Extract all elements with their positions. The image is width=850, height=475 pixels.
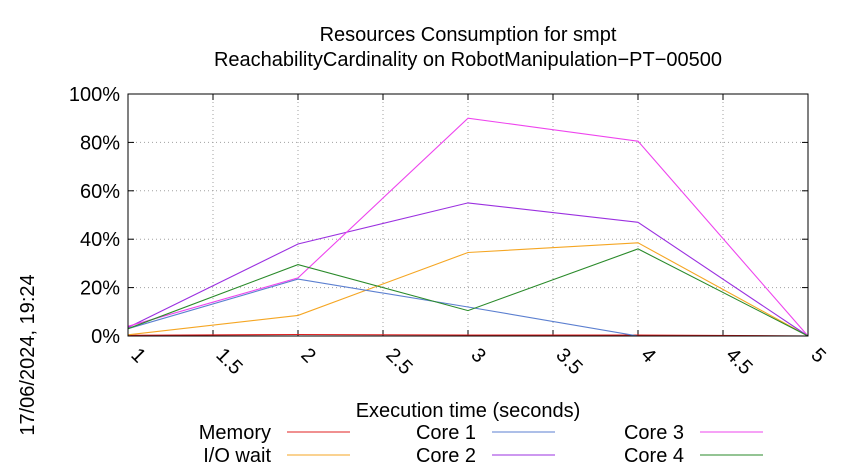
series-lines [127, 117, 809, 337]
series-line-memory [127, 333, 809, 337]
y-tick-label: 0% [91, 326, 120, 348]
legend-label: Memory [199, 422, 271, 444]
series-line-core-2 [127, 202, 809, 337]
x-tick-label: 4 [636, 344, 659, 367]
grid-lines [128, 94, 808, 336]
series-line-core-3 [127, 117, 809, 337]
legend-label: I/O wait [203, 445, 271, 467]
x-tick-label: 2.5 [381, 344, 416, 379]
timestamp-label: 17/06/2024, 19:24 [17, 274, 39, 435]
series-line-core-4 [127, 248, 809, 337]
legend-label: Core 1 [416, 422, 476, 444]
x-tick-label: 1.5 [211, 344, 246, 379]
legend-label: Core 3 [624, 422, 684, 444]
y-axis-ticks: 0% 20% 40% 60% 80% 100% [69, 84, 808, 348]
x-axis-label: Execution time (seconds) [356, 400, 581, 422]
x-tick-label: 3 [466, 344, 489, 367]
y-tick-label: 80% [80, 132, 120, 154]
x-tick-label: 3.5 [551, 344, 586, 379]
y-tick-label: 60% [80, 181, 120, 203]
plot-frame [127, 93, 809, 337]
legend-label: Core 4 [624, 445, 684, 467]
chart-title-line-1: Resources Consumption for smpt [320, 24, 617, 46]
x-tick-label: 2 [296, 344, 319, 367]
x-tick-label: 1 [126, 344, 149, 367]
y-tick-label: 20% [80, 278, 120, 300]
chart-title-line-2: ReachabilityCardinality on RobotManipula… [214, 49, 722, 71]
y-tick-label: 100% [69, 84, 120, 106]
series-line-i-o-wait [127, 242, 809, 337]
x-tick-label: 5 [806, 344, 829, 367]
x-tick-label: 4.5 [721, 344, 756, 379]
legend-label: Core 2 [416, 445, 476, 467]
y-tick-label: 40% [80, 229, 120, 251]
